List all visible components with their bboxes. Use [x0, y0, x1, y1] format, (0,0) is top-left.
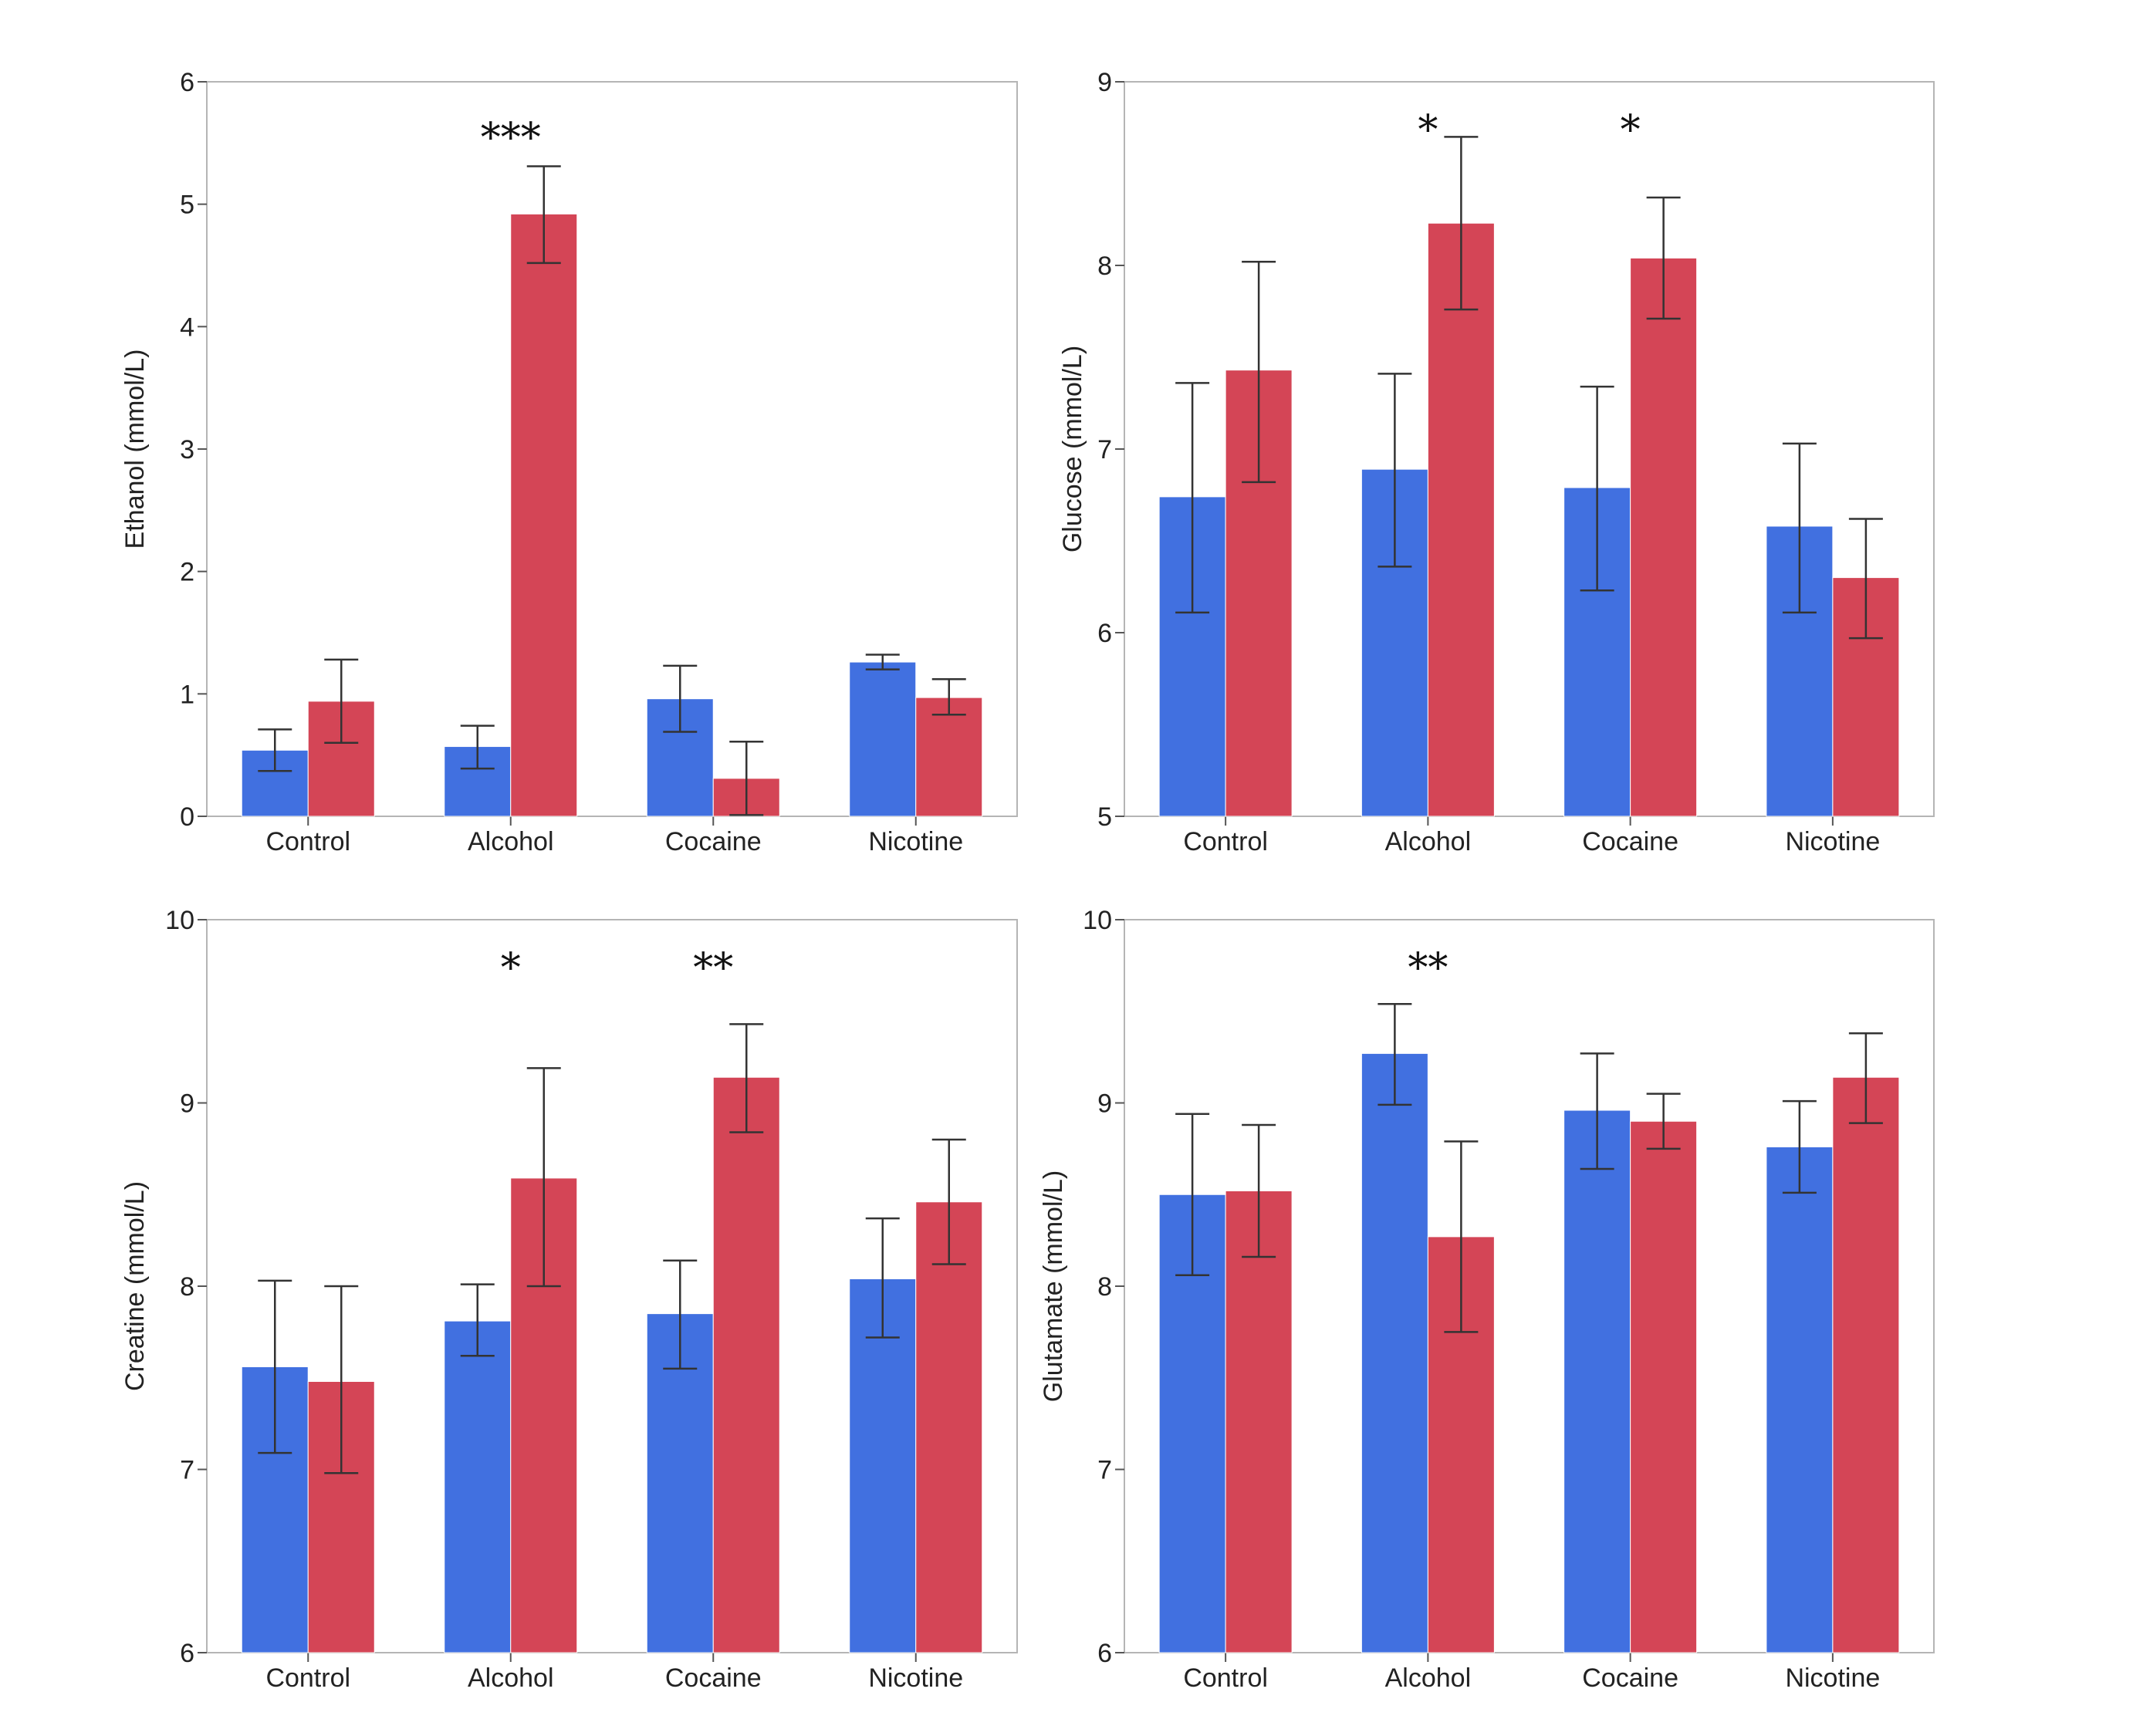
bar-1-cocaine: [646, 1313, 714, 1653]
y-tick-label: 5: [1097, 802, 1112, 832]
significance-marker: **: [1408, 945, 1448, 991]
y-tick-label: 7: [180, 1456, 194, 1485]
bar-2-cocaine: [1630, 257, 1698, 817]
y-tick-label: 8: [180, 1272, 194, 1302]
y-tick-label: 9: [1097, 68, 1112, 97]
chart-panel-3: 6 7 8 9 10 Creatine (mmol/L) Control Alcohol Coc…: [120, 906, 1018, 1693]
y-axis-label: Glutamate (mmol/L): [1039, 1170, 1068, 1402]
x-tick-label: Alcohol: [468, 1663, 554, 1693]
x-tick-label: Nicotine: [868, 827, 963, 856]
y-tick-label: 8: [1097, 252, 1112, 281]
y-tick-label: 2: [180, 558, 194, 587]
bar-1-cocaine: [1563, 1109, 1631, 1653]
x-tick-label: Cocaine: [665, 1663, 762, 1693]
bar-2-cocaine: [1630, 1120, 1698, 1653]
y-axis-label: Creatine (mmol/L): [120, 1181, 150, 1391]
y-tick-label: 6: [1097, 1639, 1112, 1668]
bar-1-nicotine: [849, 661, 917, 817]
x-tick-label: Control: [1183, 1663, 1268, 1693]
significance-marker: *: [1621, 107, 1641, 154]
y-tick-label: 6: [1097, 619, 1112, 648]
x-tick-label: Nicotine: [1785, 827, 1880, 856]
y-axis-label: Ethanol (mmol/L): [120, 350, 150, 549]
x-tick-label: Nicotine: [868, 1663, 963, 1693]
y-tick-label: 9: [1097, 1089, 1112, 1119]
significance-marker: *: [1418, 107, 1438, 154]
x-tick-label: Control: [265, 827, 350, 856]
bar-1-alcohol: [1361, 1052, 1428, 1653]
y-tick-label: 8: [1097, 1272, 1112, 1302]
y-tick-label: 5: [180, 191, 194, 220]
bar-2-nicotine: [1832, 1076, 1900, 1653]
x-tick-label: Alcohol: [1385, 827, 1472, 856]
significance-marker: *: [501, 945, 521, 991]
y-tick-label: 7: [1097, 1456, 1112, 1485]
y-tick-label: 4: [180, 312, 194, 342]
y-tick-label: 0: [180, 802, 194, 832]
x-tick-label: Cocaine: [665, 827, 762, 856]
bar-1-nicotine: [849, 1278, 917, 1653]
y-tick-label: 6: [180, 1639, 194, 1668]
y-tick-label: 6: [180, 68, 194, 97]
bar-2-cocaine: [712, 1076, 780, 1653]
y-tick-label: 10: [165, 906, 194, 935]
bar-1-nicotine: [1766, 1147, 1834, 1653]
chart-panel-1: 0 1 2 3 4 5 6 Ethanol (mmol/L) Control Alcohol Coc…: [120, 68, 1018, 856]
bar-1-alcohol: [444, 1320, 512, 1653]
y-tick-label: 9: [180, 1089, 194, 1119]
y-tick-label: 3: [180, 435, 194, 464]
y-tick-label: 10: [1083, 906, 1112, 935]
significance-marker: **: [693, 945, 733, 991]
bar-2-nicotine: [915, 1201, 983, 1653]
x-tick-label: Cocaine: [1582, 827, 1678, 856]
bar-2-control: [1225, 1191, 1293, 1653]
bar-2-nicotine: [915, 697, 983, 817]
bar-2-alcohol: [1427, 222, 1495, 817]
y-tick-label: 7: [1097, 435, 1112, 464]
x-tick-label: Control: [265, 1663, 350, 1693]
x-tick-label: Cocaine: [1582, 1663, 1678, 1693]
bar-2-alcohol: [510, 213, 578, 817]
x-tick-label: Alcohol: [468, 827, 554, 856]
chart-panel-2: 5 6 7 8 9 Glucose (mmol/L) Control Alcohol Cocai…: [1058, 68, 1935, 856]
x-tick-label: Nicotine: [1785, 1663, 1880, 1693]
chart-panel-4: 6 7 8 9 10 Glutamate (mmol/L) Control Alcohol Co…: [1039, 906, 1935, 1693]
x-tick-label: Alcohol: [1385, 1663, 1472, 1693]
x-tick-label: Control: [1183, 827, 1268, 856]
y-axis-label: Glucose (mmol/L): [1058, 346, 1087, 552]
significance-marker: ***: [481, 115, 541, 161]
y-tick-label: 1: [180, 680, 194, 709]
